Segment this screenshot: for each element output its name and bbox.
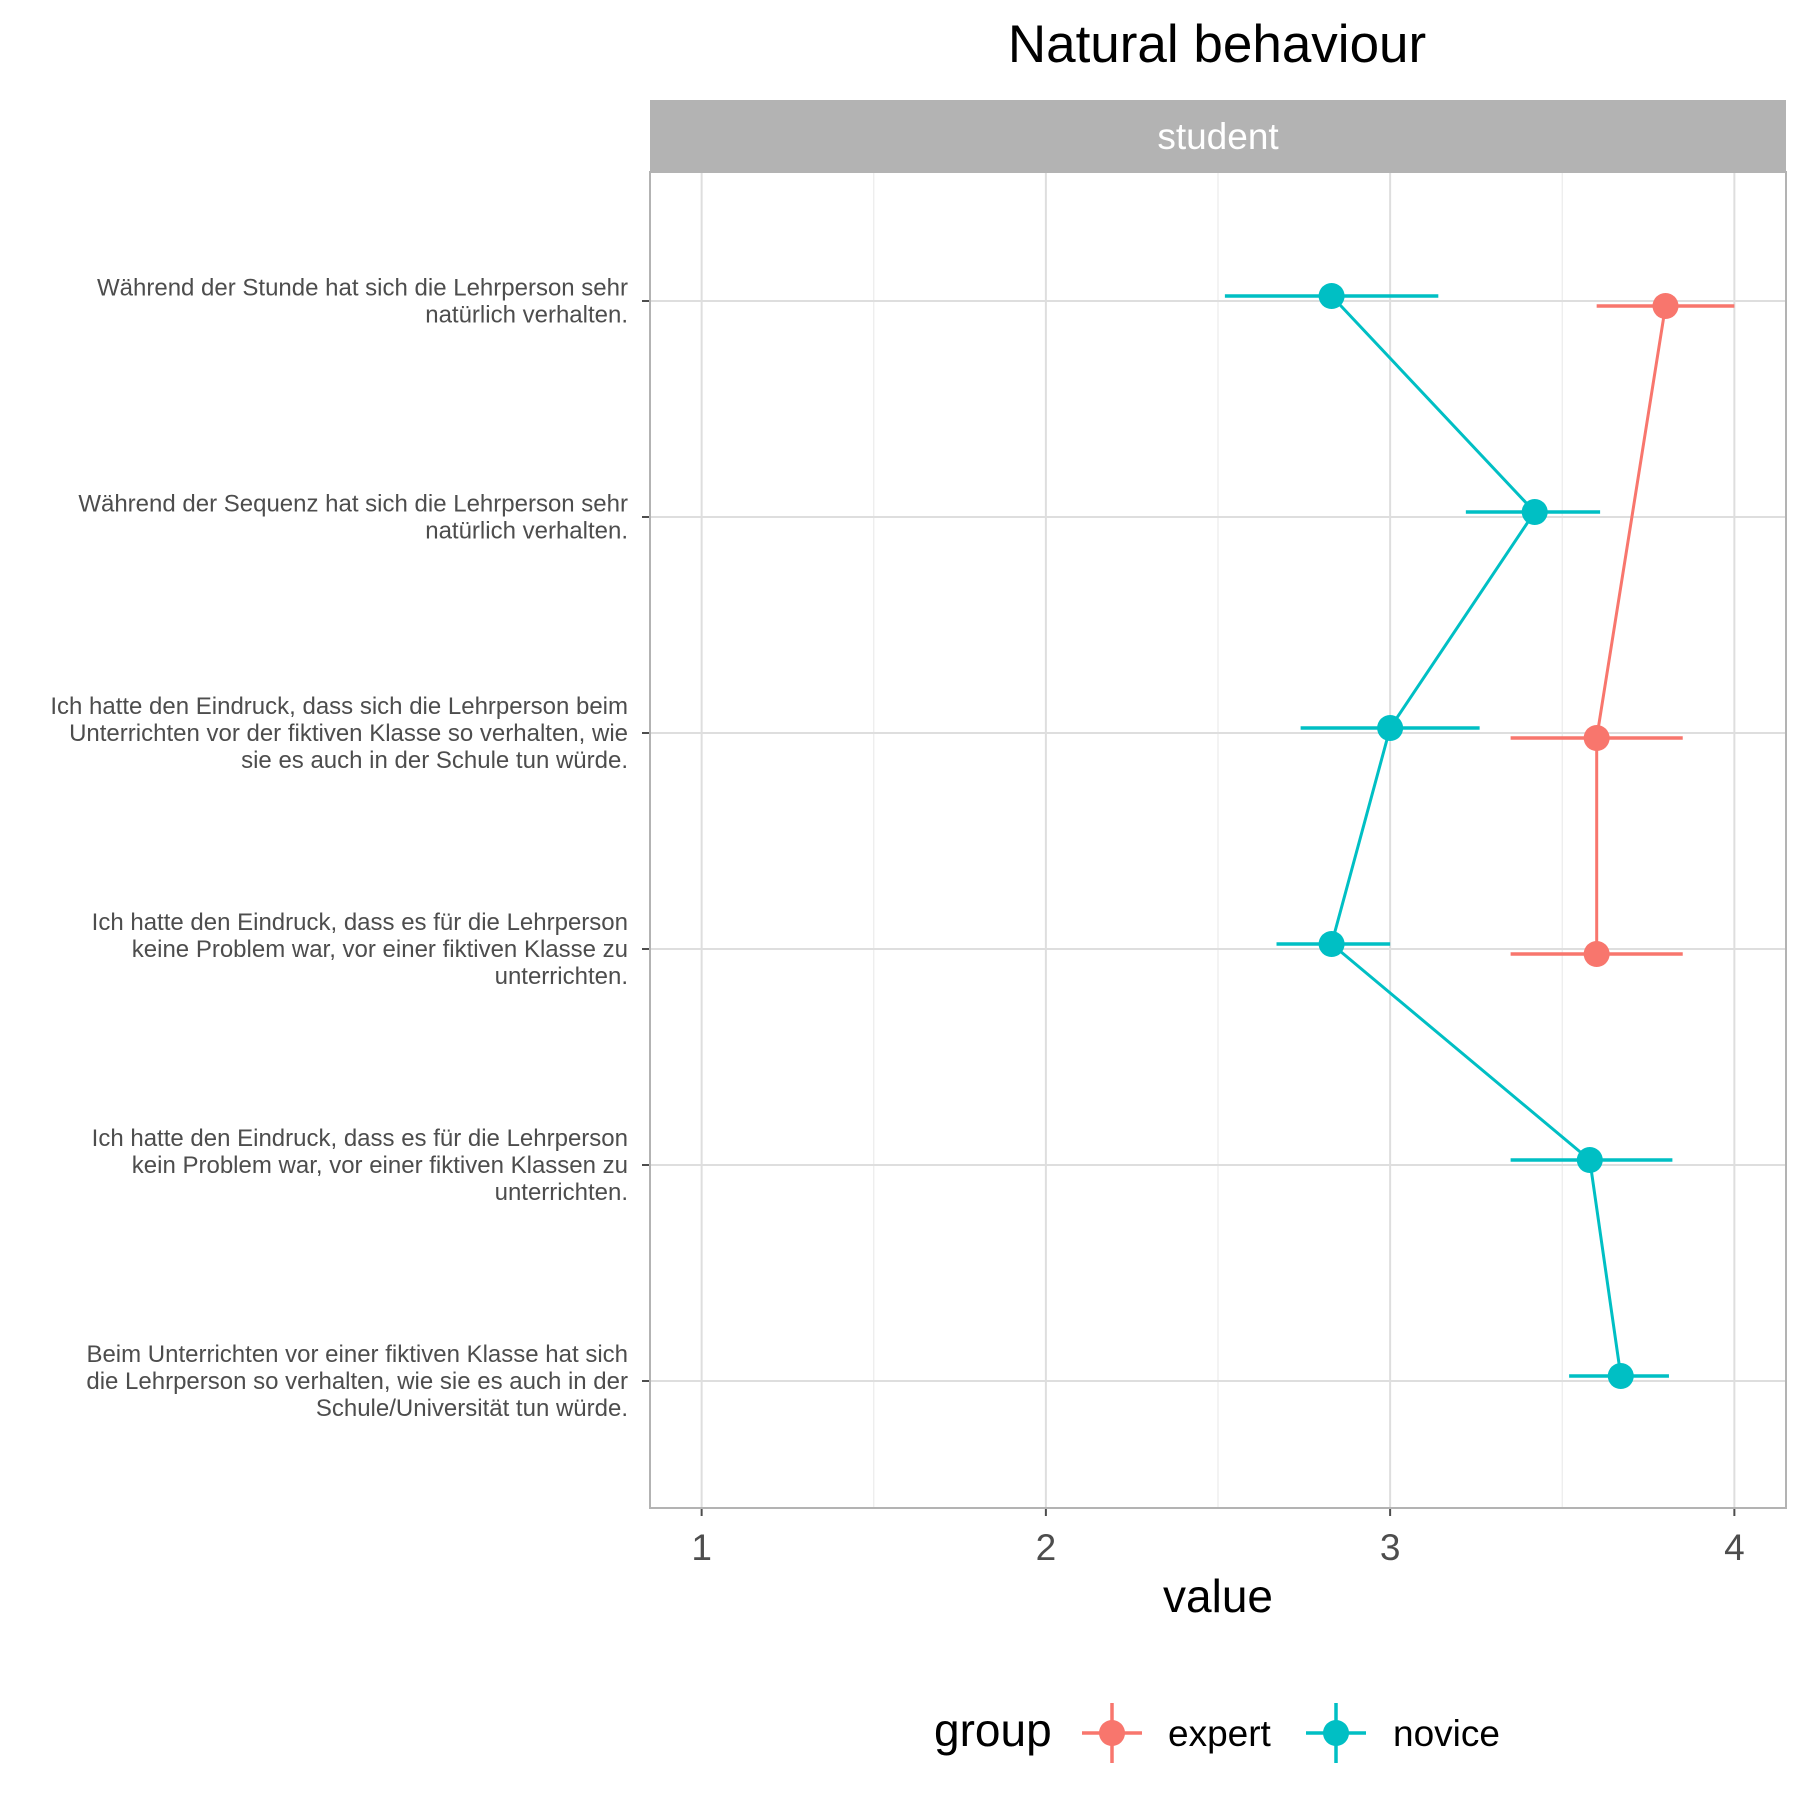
x-tick-label: 4 [1724,1527,1745,1568]
category-label-line: kein Problem war, vor einer fiktiven Kla… [132,1152,628,1179]
novice-legend-label: novice [1393,1713,1500,1754]
category-label-line: unterrichten. [495,1179,628,1206]
panel-border [649,171,1787,1509]
category-label: Während der Sequenz hat sich die Lehrper… [78,491,628,545]
expert-point [1583,941,1610,967]
novice-point [1318,931,1345,957]
category-label: Ich hatte den Eindruck, dass sich die Le… [50,693,628,774]
grid-layer [642,172,1786,1508]
category-label-line: Ich hatte den Eindruck, dass es für die … [92,909,628,936]
category-label-line: die Lehrperson so verhalten, wie sie es … [86,1368,628,1395]
expert-legend-key-point [1099,1720,1125,1746]
novice-point [1521,499,1548,525]
novice-point [1377,715,1404,741]
category-label-line: Beim Unterrichten vor einer fiktiven Kla… [86,1341,628,1368]
category-label-line: unterrichten. [495,963,628,990]
category-label-line: Schule/Universität tun würde. [316,1395,628,1422]
novice-series-line [1329,294,1623,1377]
expert-point [1583,725,1610,751]
category-label-line: Während der Sequenz hat sich die Lehrper… [78,491,628,518]
legend: group expert novice [934,1703,1500,1763]
chart-title: Natural behaviour [1008,15,1426,74]
category-label-line: Ich hatte den Eindruck, dass es für die … [92,1125,628,1152]
category-label: Ich hatte den Eindruck, dass es für die … [92,1125,628,1206]
category-label-line: natürlich verhalten. [425,518,628,545]
x-tick-label: 3 [1380,1527,1401,1568]
category-labels: Während der Stunde hat sich die Lehrpers… [50,275,628,1423]
expert-series-line [1595,305,1667,954]
novice-point [1318,283,1345,309]
x-tick-labels: 1 2 3 4 [691,1508,1745,1568]
category-label-line: Ich hatte den Eindruck, dass sich die Le… [50,693,628,720]
category-label-line: natürlich verhalten. [425,302,628,329]
series-layer [1224,283,1735,1389]
x-tick-label: 2 [1036,1527,1057,1568]
novice-point [1607,1363,1634,1389]
expert-point [1652,293,1679,319]
legend-title: group [934,1704,1052,1756]
category-label: Während der Stunde hat sich die Lehrpers… [97,275,628,329]
novice-point [1576,1147,1603,1173]
novice-legend-key-point [1323,1720,1349,1746]
category-label: Ich hatte den Eindruck, dass es für die … [92,909,628,990]
category-label-line: Unterrichten vor der fiktiven Klasse so … [69,720,628,747]
expert-legend-label: expert [1168,1713,1272,1754]
category-label: Beim Unterrichten vor einer fiktiven Kla… [86,1341,628,1422]
category-label-line: keine Problem war, vor einer fiktiven Kl… [132,936,628,963]
x-tick-label: 1 [691,1527,712,1568]
category-label-line: sie es auch in der Schule tun würde. [241,747,628,774]
facet-strip-label: student [1157,116,1279,157]
x-axis-title: value [1163,1570,1273,1622]
facet-strip [650,100,1786,172]
category-label-line: Während der Stunde hat sich die Lehrpers… [97,275,628,302]
